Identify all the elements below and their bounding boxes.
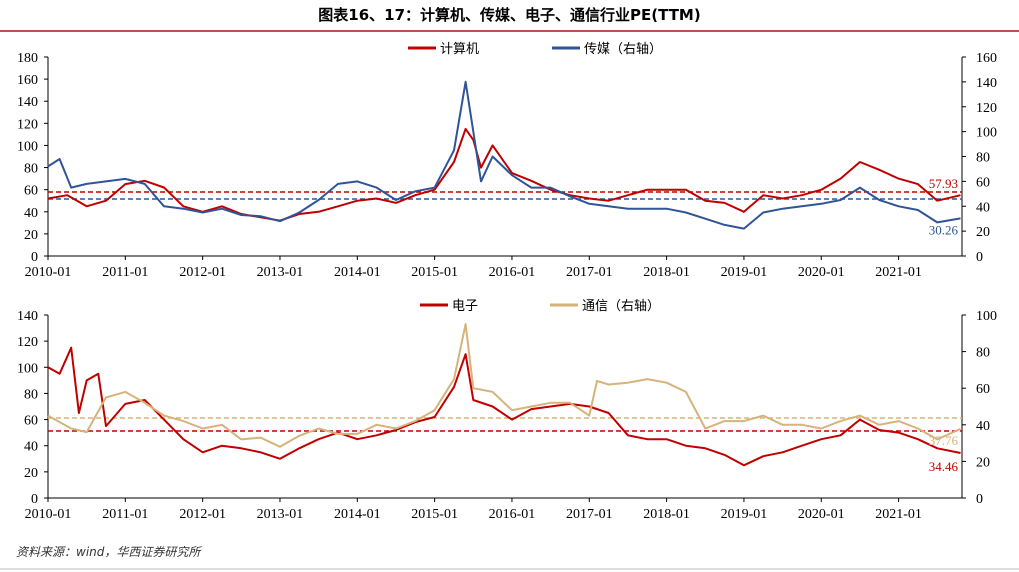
y-tick-label-left: 60 <box>24 184 38 199</box>
y-tick-label-right: 80 <box>976 151 990 166</box>
x-tick-label: 2010-01 <box>25 265 72 280</box>
x-tick-label: 2016-01 <box>489 265 536 280</box>
y-tick-label-right: 20 <box>976 455 990 470</box>
x-tick-label: 2018-01 <box>643 265 690 280</box>
x-tick-label: 2018-01 <box>643 507 690 522</box>
x-tick-label: 2017-01 <box>566 507 613 522</box>
y-tick-label-right: 120 <box>976 101 997 116</box>
x-tick-label: 2016-01 <box>489 507 536 522</box>
series-line-1 <box>47 346 961 467</box>
y-tick-label-left: 20 <box>24 466 38 481</box>
chart-2: 0 20 40 60 80 100 120 140 0 20 40 60 80 100 2010-01 201… <box>17 298 997 522</box>
y-tick-label-left: 80 <box>24 162 38 177</box>
y-tick-label-left: 160 <box>17 73 38 88</box>
y-tick-label-right: 0 <box>976 492 983 507</box>
x-tick-label: 2011-01 <box>102 265 148 280</box>
y-tick-label-right: 20 <box>976 225 990 240</box>
y-tick-label-left: 120 <box>17 117 38 132</box>
y-tick-label-right: 100 <box>976 126 997 141</box>
y-tick-label-right: 0 <box>976 250 983 265</box>
series-line-2 <box>47 323 961 448</box>
y-tick-label-left: 180 <box>17 51 38 66</box>
x-tick-label: 2014-01 <box>334 265 381 280</box>
y-tick-label-right: 100 <box>976 309 997 324</box>
x-tick-label: 2015-01 <box>411 507 458 522</box>
end-value-label: 30.26 <box>929 222 959 237</box>
y-tick-label-left: 40 <box>24 440 38 455</box>
x-tick-label: 2020-01 <box>798 507 845 522</box>
y-tick-label-right: 160 <box>976 51 997 66</box>
y-tick-label-left: 100 <box>17 361 38 376</box>
y-tick-label-right: 40 <box>976 200 990 215</box>
y-tick-label-right: 60 <box>976 382 990 397</box>
y-tick-label-right: 40 <box>976 419 990 434</box>
x-tick-label: 2021-01 <box>875 265 922 280</box>
x-tick-label: 2012-01 <box>179 507 226 522</box>
x-tick-label: 2020-01 <box>798 265 845 280</box>
y-tick-label-left: 140 <box>17 95 38 110</box>
legend-label: 计算机 <box>440 41 479 56</box>
y-tick-label-right: 60 <box>976 175 990 190</box>
y-tick-label-left: 20 <box>24 228 38 243</box>
y-tick-label-right: 80 <box>976 346 990 361</box>
reference-label: 57.93 <box>929 176 958 191</box>
x-tick-label: 2019-01 <box>721 507 768 522</box>
x-tick-label: 2019-01 <box>721 265 768 280</box>
x-tick-label: 2013-01 <box>257 507 304 522</box>
y-tick-label-right: 140 <box>976 76 997 91</box>
x-tick-label: 2014-01 <box>334 507 381 522</box>
end-value-label: 37.76 <box>929 433 959 448</box>
legend-label: 传媒（右轴） <box>584 41 662 56</box>
y-tick-label-left: 40 <box>24 206 38 221</box>
x-tick-label: 2015-01 <box>411 265 458 280</box>
series-line-2 <box>47 80 961 230</box>
y-tick-label-left: 60 <box>24 414 38 429</box>
y-tick-label-left: 0 <box>31 250 38 265</box>
y-tick-label-left: 80 <box>24 387 38 402</box>
x-tick-label: 2021-01 <box>875 507 922 522</box>
title-divider <box>0 30 1019 32</box>
chart-1: 0 20 40 60 80 100 120 140 160 180 0 20 40 60 80 100 120 1… <box>17 41 997 280</box>
figure-title: 图表16、17：计算机、传媒、电子、通信行业PE(TTM) <box>318 6 701 24</box>
x-tick-label: 2012-01 <box>179 265 226 280</box>
end-value-label: 34.46 <box>929 459 959 474</box>
legend-label: 电子 <box>452 298 478 313</box>
y-tick-label-left: 140 <box>17 309 38 324</box>
y-tick-label-left: 100 <box>17 139 38 154</box>
x-tick-label: 2011-01 <box>102 507 148 522</box>
footer-divider <box>0 568 1019 570</box>
legend-label: 通信（右轴） <box>582 298 660 313</box>
y-tick-label-left: 120 <box>17 335 38 350</box>
x-tick-label: 2017-01 <box>566 265 613 280</box>
series-line-1 <box>47 127 961 222</box>
x-tick-label: 2013-01 <box>257 265 304 280</box>
source-note: 资料来源：wind，华西证券研究所 <box>16 545 201 559</box>
y-tick-label-left: 0 <box>31 492 38 507</box>
x-tick-label: 2010-01 <box>25 507 72 522</box>
